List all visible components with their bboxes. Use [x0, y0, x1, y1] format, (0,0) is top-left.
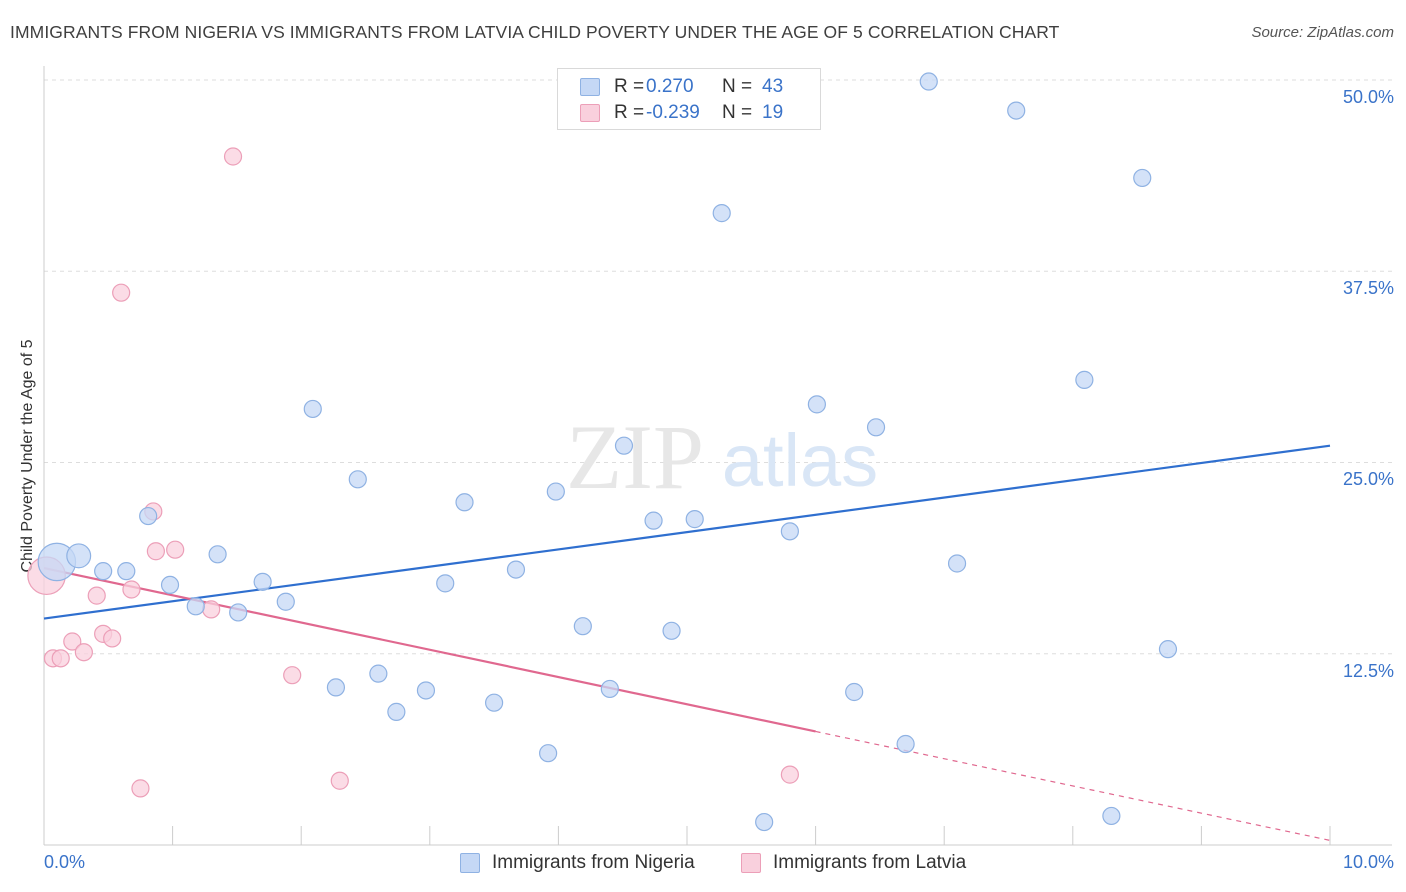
series-swatch-latvia — [741, 853, 761, 873]
legend-swatch-nigeria — [580, 78, 600, 96]
nigeria-point — [455, 493, 474, 512]
nigeria-point — [807, 395, 826, 414]
nigeria-point — [326, 678, 346, 697]
nigeria-point — [387, 702, 406, 721]
nigeria-point — [919, 72, 938, 91]
nigeria-point — [947, 554, 967, 573]
nigeria-point — [644, 511, 663, 530]
nigeria-point — [845, 682, 864, 702]
nigeria-point — [1133, 168, 1152, 188]
nigeria-point — [160, 575, 180, 595]
legend-r-label: R = — [614, 102, 645, 123]
latvia-point — [122, 580, 141, 599]
nigeria-point — [186, 597, 205, 616]
legend-r-value: -0.239 — [646, 102, 700, 123]
nigeria-point — [685, 510, 704, 529]
x-tick-label-min: 0.0% — [44, 852, 86, 872]
stats-legend: R = 0.270 N = 43 R = -0.239 N = 19 — [557, 68, 821, 130]
series-legend-latvia: Immigrants from Latvia — [741, 852, 966, 874]
nigeria-point — [546, 482, 565, 501]
nigeria-point — [506, 560, 526, 579]
nigeria-point — [755, 812, 774, 832]
nigeria-point — [348, 470, 367, 489]
latvia-point — [146, 542, 165, 561]
nigeria-point — [1075, 370, 1094, 389]
latvia-point — [103, 629, 122, 648]
nigeria-point — [712, 204, 731, 223]
nigeria-point — [539, 744, 558, 763]
chart-title: IMMIGRANTS FROM NIGERIA VS IMMIGRANTS FR… — [10, 22, 1060, 42]
nigeria-point — [896, 734, 915, 754]
source-credit: Source: ZipAtlas.com — [1251, 24, 1394, 41]
x-tick-label-max: 10.0% — [1342, 852, 1394, 872]
y-tick-label: 12.5% — [1342, 661, 1394, 681]
nigeria-point — [600, 679, 619, 699]
latvia-point — [112, 283, 131, 302]
axis-layer — [43, 66, 1392, 846]
series-legend-nigeria: Immigrants from Nigeria — [460, 852, 695, 874]
legend-row-nigeria: R = 0.270 N = 43 — [580, 75, 783, 99]
latvia-point — [330, 771, 349, 790]
y-tick-label: 25.0% — [1342, 469, 1394, 489]
latvia-point — [780, 765, 799, 784]
series-legend: Immigrants from Nigeria Immigrants from … — [0, 852, 1406, 876]
nigeria-point — [369, 664, 388, 683]
latvia-point — [283, 666, 302, 685]
latvia-point — [223, 147, 243, 166]
series-name-nigeria: Immigrants from Nigeria — [492, 852, 695, 873]
latvia-point — [202, 600, 221, 619]
nigeria-point — [1007, 101, 1026, 120]
legend-r-label: R = — [614, 76, 645, 97]
latvia-point — [166, 540, 185, 559]
nigeria-point — [416, 681, 436, 700]
point-layer — [27, 72, 1178, 832]
nigeria-point — [662, 621, 681, 640]
nigeria-point — [253, 572, 272, 591]
nigeria-point — [229, 603, 248, 622]
latvia-point — [131, 779, 150, 798]
latvia-trend-line-extension — [815, 730, 1331, 841]
series-name-latvia: Immigrants from Latvia — [773, 852, 967, 873]
latvia-point — [63, 632, 82, 651]
y-tick-label: 37.5% — [1342, 278, 1394, 298]
nigeria-point — [436, 574, 455, 593]
legend-row-latvia: R = -0.239 N = 19 — [580, 101, 783, 125]
nigeria-point — [208, 545, 227, 564]
series-swatch-nigeria — [460, 853, 480, 873]
nigeria-point — [1102, 806, 1121, 826]
legend-n-value: 19 — [762, 102, 784, 123]
legend-r-value: 0.270 — [646, 76, 694, 97]
nigeria-point — [485, 693, 504, 712]
y-tick-label: 50.0% — [1342, 87, 1394, 107]
grid-layer — [44, 79, 1392, 655]
legend-swatch-latvia — [580, 104, 600, 122]
nigeria-point — [66, 543, 92, 569]
nigeria-point — [94, 562, 113, 581]
latvia-point — [51, 649, 70, 668]
watermark-zip: ZIP — [566, 406, 704, 508]
nigeria-point — [780, 522, 799, 541]
legend-n-label: N = — [722, 76, 753, 97]
nigeria-point — [117, 562, 136, 581]
nigeria-point — [276, 592, 295, 611]
nigeria-point — [1158, 640, 1178, 659]
watermark-atlas: atlas — [722, 419, 878, 502]
latvia-trend-line — [43, 566, 816, 733]
nigeria-point — [866, 418, 886, 437]
legend-n-label: N = — [722, 102, 753, 123]
nigeria-point — [573, 617, 592, 636]
nigeria-point — [303, 399, 322, 419]
nigeria-point — [139, 506, 158, 526]
latvia-point — [74, 643, 93, 662]
nigeria-point — [614, 436, 634, 455]
legend-n-value: 43 — [762, 76, 784, 97]
watermark: ZIP atlas — [566, 406, 878, 508]
latvia-point — [87, 586, 106, 605]
